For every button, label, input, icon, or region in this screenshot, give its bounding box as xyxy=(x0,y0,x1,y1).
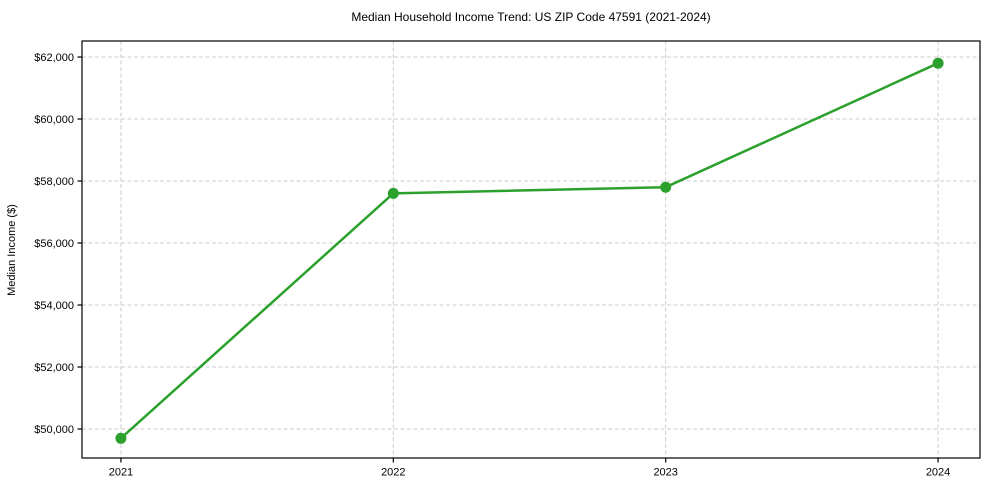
y-tick-label: $58,000 xyxy=(34,176,74,188)
y-axis-label: Median Income ($) xyxy=(6,204,18,296)
y-tick-label: $56,000 xyxy=(34,238,74,250)
y-tick-label: $60,000 xyxy=(34,114,74,126)
y-tick-label: $54,000 xyxy=(34,300,74,312)
x-tick-label: 2021 xyxy=(109,467,133,479)
plot-border xyxy=(81,40,981,459)
y-tick-label: $50,000 xyxy=(34,424,74,436)
axis-layer: $50,000 $52,000 $54,000 $56,000 $58,000 $60,0… xyxy=(34,40,981,479)
data-point-2024 xyxy=(932,57,944,69)
y-tick-label: $52,000 xyxy=(34,362,74,374)
data-point-2021 xyxy=(115,432,127,444)
x-tick-label: 2024 xyxy=(926,467,950,479)
trend-series xyxy=(115,57,944,444)
trend-line xyxy=(119,61,940,440)
data-point-2023 xyxy=(660,181,672,193)
x-tick-label: 2022 xyxy=(381,467,405,479)
data-point-2022 xyxy=(387,187,399,199)
x-tick-label: 2023 xyxy=(653,467,677,479)
y-tick-label: $62,000 xyxy=(34,52,74,64)
chart-title: Median Household Income Trend: US ZIP Co… xyxy=(351,10,710,24)
grid-layer xyxy=(82,41,980,458)
